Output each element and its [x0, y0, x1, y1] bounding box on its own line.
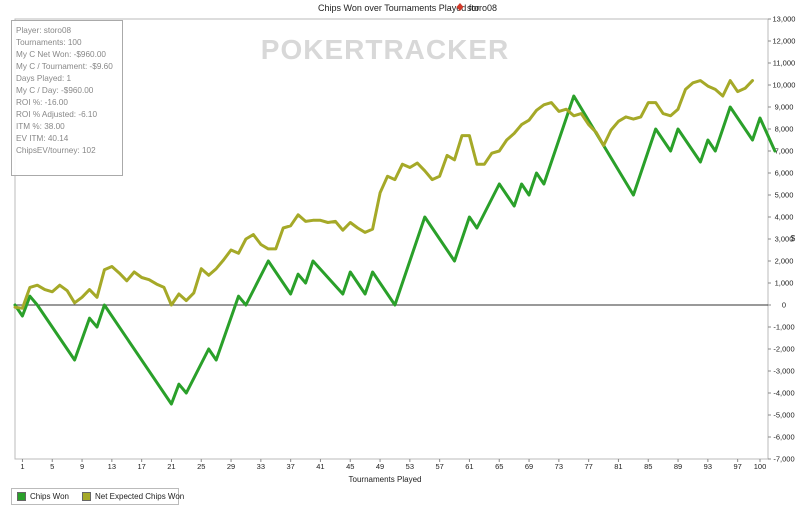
x-tick-label: 53 [406, 462, 414, 471]
stat-tournaments: Tournaments: 100 [16, 38, 82, 47]
x-tick-label: 57 [435, 462, 443, 471]
stat-net-won: My C Net Won: -$960.00 [16, 50, 106, 59]
stat-itm: ITM %: 38.00 [16, 122, 65, 131]
y-tick-label: -4,000 [773, 389, 794, 398]
legend-item-net-expected[interactable]: Net Expected Chips Won [82, 492, 184, 501]
plot-frame [14, 18, 769, 460]
player-icon [456, 3, 464, 11]
chart-title: Chips Won over Tournaments Played for [318, 3, 479, 13]
y-tick-label: -7,000 [773, 455, 794, 464]
legend-item-chips-won[interactable]: Chips Won [17, 492, 69, 501]
stat-days-played: Days Played: 1 [16, 74, 72, 83]
x-axis-title: Tournaments Played [349, 475, 422, 484]
x-axis: 1 5 9 13 17 21 25 29 33 37 41 45 49 53 57 61 65 69 73 77 81 8… [20, 459, 766, 471]
x-tick-label: 77 [584, 462, 592, 471]
y-tick-label: 10,000 [773, 81, 796, 90]
y-tick-label: 9,000 [775, 103, 794, 112]
y-tick-label: 2,000 [775, 257, 794, 266]
y-axis: -7,000 -6,000 -5,000 -4,000 -3,000 -2,000 -1,0… [768, 15, 795, 464]
x-tick-label: 45 [346, 462, 354, 471]
x-tick-label: 73 [555, 462, 563, 471]
x-tick-label: 81 [614, 462, 622, 471]
x-tick-label: 97 [733, 462, 741, 471]
y-tick-label: -3,000 [773, 367, 794, 376]
legend-label-net-expected: Net Expected Chips Won [95, 492, 185, 501]
chart-title-player: storo08 [467, 3, 497, 13]
x-tick-label: 61 [465, 462, 473, 471]
x-tick-label: 25 [197, 462, 205, 471]
stat-per-tournament: My C / Tournament: -$9.60 [16, 62, 113, 71]
stat-per-day: My C / Day: -$960.00 [16, 86, 94, 95]
stat-chipsev: ChipsEV/tourney: 102 [16, 146, 96, 155]
y-tick-label: 8,000 [775, 125, 794, 134]
stat-roi: ROI %: -16.00 [16, 98, 68, 107]
y-tick-label: -2,000 [773, 345, 794, 354]
x-tick-label: 37 [286, 462, 294, 471]
x-tick-label: 69 [525, 462, 533, 471]
y-tick-label: -5,000 [773, 411, 794, 420]
y-tick-label: -6,000 [773, 433, 794, 442]
y-tick-label: 5,000 [775, 191, 794, 200]
x-tick-label: 100 [754, 462, 767, 471]
series-line-chips-won [13, 94, 777, 406]
x-tick-label: 65 [495, 462, 503, 471]
x-tick-label: 21 [167, 462, 175, 471]
legend-swatch-net-expected [82, 492, 91, 501]
x-tick-label: 9 [80, 462, 84, 471]
y-tick-label: 3,000 [775, 235, 794, 244]
x-tick-label: 33 [257, 462, 265, 471]
x-tick-label: 1 [20, 462, 24, 471]
stat-ev-itm: EV ITM: 40.14 [16, 134, 69, 143]
y-tick-label: 6,000 [775, 169, 794, 178]
series-line-net-expected [13, 79, 754, 310]
stat-roi-adjusted: ROI % Adjusted: -6.10 [16, 110, 98, 119]
y-tick-label: -1,000 [773, 323, 794, 332]
x-tick-label: 17 [137, 462, 145, 471]
stat-player: Player: storo08 [16, 26, 72, 35]
y-tick-label: 7,000 [775, 147, 794, 156]
series-group [13, 79, 777, 406]
y-tick-label: 13,000 [773, 15, 796, 24]
legend: Chips Won Net Expected Chips Won [11, 488, 184, 505]
y-tick-label: 0 [782, 301, 786, 310]
y-tick-label: 1,000 [775, 279, 794, 288]
x-tick-label: 5 [50, 462, 54, 471]
legend-label-chips-won: Chips Won [30, 492, 69, 501]
y-axis-title: $ [791, 234, 796, 243]
x-tick-label: 13 [108, 462, 116, 471]
y-tick-label: 12,000 [773, 37, 796, 46]
y-tick-label: 4,000 [775, 213, 794, 222]
x-tick-label: 49 [376, 462, 384, 471]
x-tick-label: 29 [227, 462, 235, 471]
x-tick-label: 85 [644, 462, 652, 471]
x-tick-label: 41 [316, 462, 324, 471]
stats-box: Player: storo08 Tournaments: 100 My C Ne… [11, 20, 123, 176]
y-tick-label: 11,000 [773, 59, 795, 68]
x-tick-label: 89 [674, 462, 682, 471]
watermark: POKERTRACKER [261, 34, 509, 65]
legend-swatch-chips-won [17, 492, 26, 501]
x-tick-label: 93 [704, 462, 712, 471]
